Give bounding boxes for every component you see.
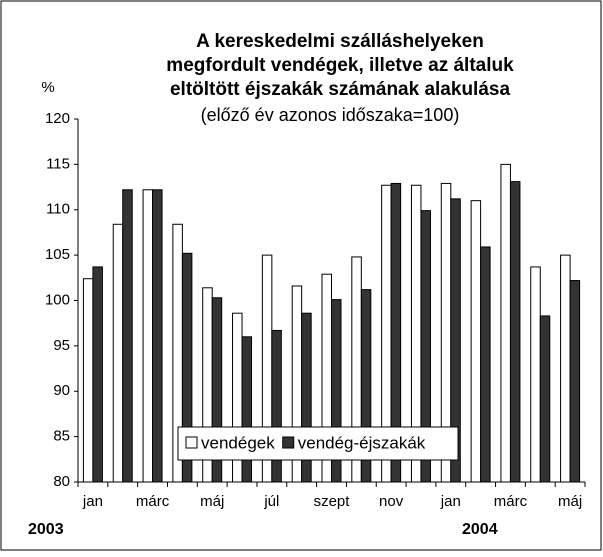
legend-label: vendégek <box>201 433 275 452</box>
y-tick-label: 115 <box>46 155 70 172</box>
y-tick-label: 85 <box>53 428 70 445</box>
bar <box>122 189 133 483</box>
y-tick-label: 105 <box>45 246 70 263</box>
year-label: 2003 <box>28 521 64 538</box>
y-tick-label: 100 <box>45 291 70 308</box>
legend-swatch <box>282 436 295 449</box>
x-tick-label: máj <box>558 493 582 510</box>
bar <box>470 200 482 483</box>
legend-box <box>177 426 459 461</box>
bar <box>509 181 521 483</box>
y-tick-label: 110 <box>46 201 70 218</box>
y-tick-label: 90 <box>53 382 70 399</box>
bar <box>500 163 511 483</box>
y-axis-label: % <box>41 79 54 96</box>
year-label: 2004 <box>462 521 498 538</box>
chart-subtitle: (előző év azonos időszaka=100) <box>201 105 460 125</box>
legend: vendégek vendég-éjszakák <box>177 426 459 461</box>
bar <box>480 246 491 483</box>
x-tick-label: szept <box>314 493 351 510</box>
x-tick-label: jan <box>82 493 103 510</box>
y-tick-label: 95 <box>53 337 70 354</box>
y-tick-label: 120 <box>45 110 70 127</box>
chart-title: megfordult vendégek, illetve az általuk <box>166 55 514 76</box>
legend-label: vendég-éjszakák <box>298 433 426 452</box>
legend-swatch <box>185 436 198 449</box>
bar <box>530 266 541 483</box>
bar <box>142 189 154 483</box>
bar <box>539 315 551 483</box>
x-tick-label: júl <box>263 493 279 510</box>
chart-title: eltöltött éjszakák számának alakulása <box>170 79 510 100</box>
x-tick-label: márc <box>494 493 528 510</box>
x-tick-label: márc <box>136 493 170 510</box>
bar <box>82 278 94 483</box>
bar <box>112 223 124 483</box>
x-tick-label: jan <box>440 493 461 510</box>
x-tick-label: nov <box>379 493 404 510</box>
x-tick-label: máj <box>200 493 224 510</box>
y-tick-label: 80 <box>53 473 70 490</box>
bar <box>569 280 581 483</box>
bar <box>152 189 163 483</box>
bar <box>92 266 103 483</box>
bar <box>560 254 571 483</box>
chart-title: A kereskedelmi szálláshelyeken <box>196 31 484 52</box>
